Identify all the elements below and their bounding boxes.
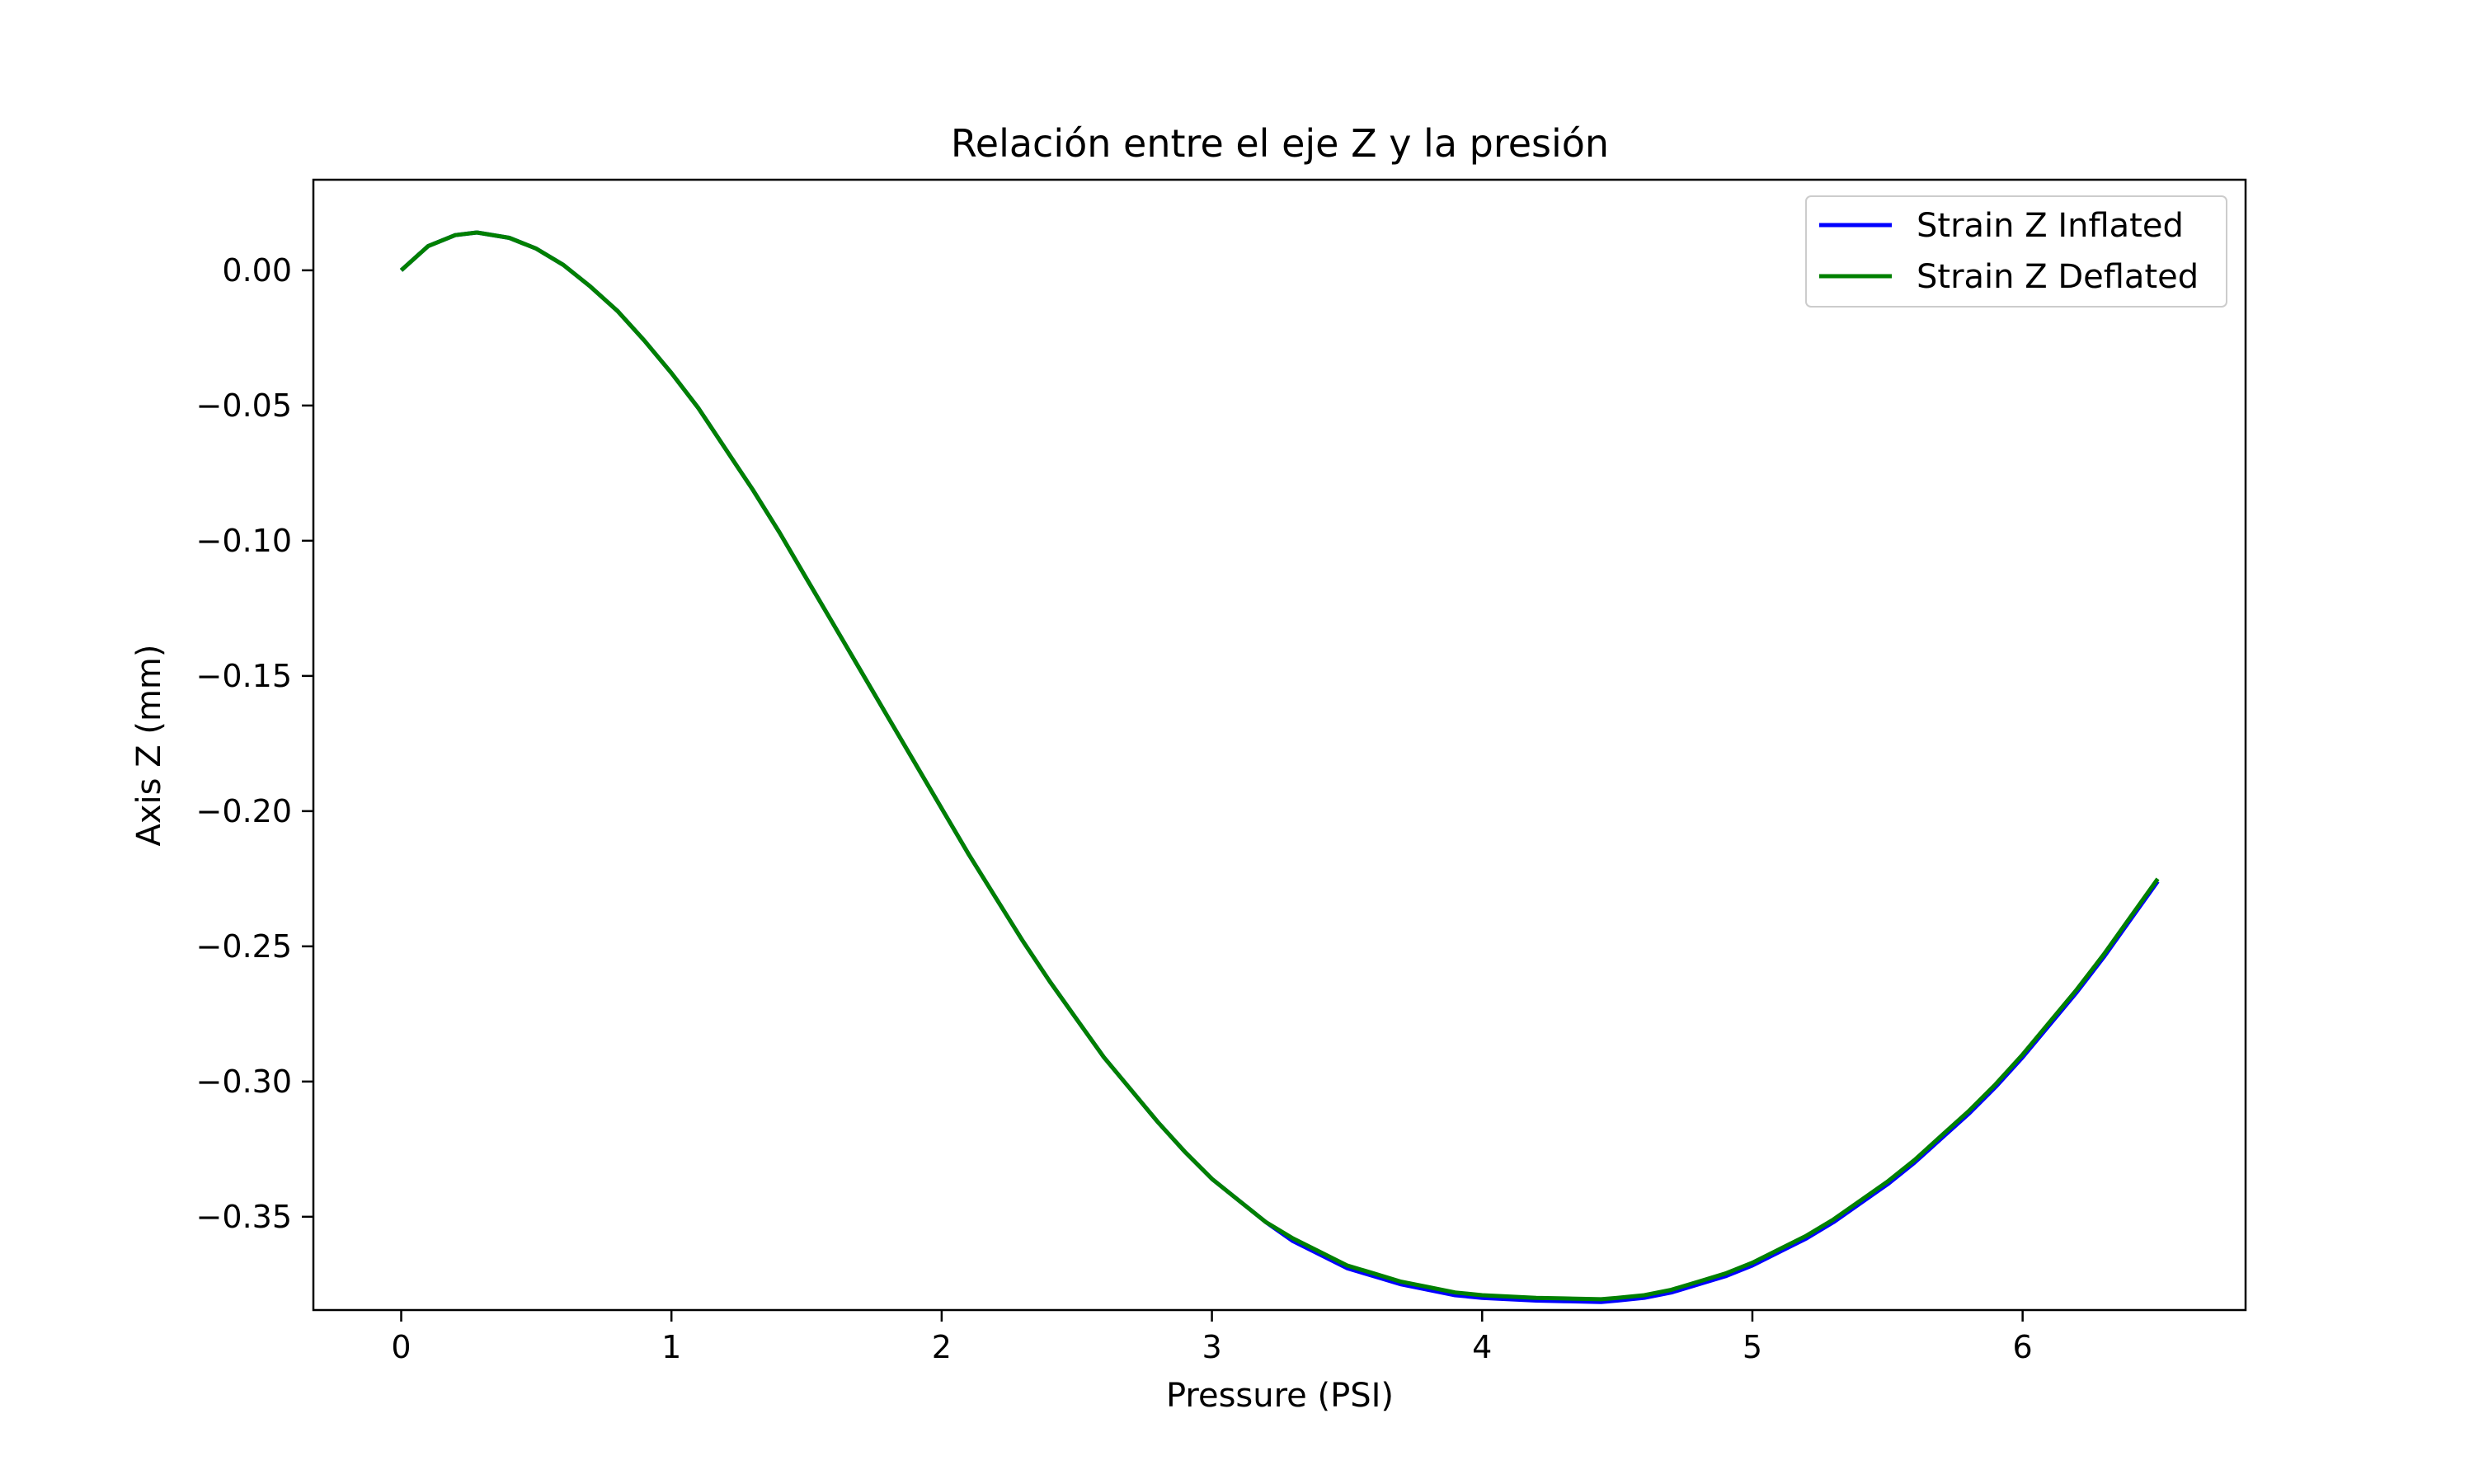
x-axis: 0 1 2 3 4 5 6	[391, 1310, 2033, 1365]
y-axis: 0.00 −0.05 −0.10 −0.15 −0.20 −0.25 −0.30 −0.35	[196, 252, 313, 1235]
plot-area	[399, 230, 2160, 1304]
y-tick-label: −0.25	[196, 928, 292, 965]
x-tick-label: 1	[661, 1329, 681, 1365]
legend-label-strain-z-deflated: Strain Z Deflated	[1917, 258, 2199, 296]
x-tick-label: 3	[1202, 1329, 1221, 1365]
legend-box	[1805, 195, 2227, 308]
y-tick-label: −0.15	[196, 658, 292, 694]
y-tick-label: −0.35	[196, 1199, 292, 1235]
x-tick-label: 2	[932, 1329, 952, 1365]
y-tick-label: −0.10	[196, 523, 292, 559]
series-line-strain-z-deflated	[399, 230, 2160, 1302]
legend: Strain Z Inflated Strain Z Deflated	[1805, 195, 2227, 308]
x-tick-label: 0	[391, 1329, 411, 1365]
x-tick-label: 5	[1743, 1329, 1762, 1365]
x-tick-label: 6	[2013, 1329, 2033, 1365]
y-tick-label: −0.20	[196, 793, 292, 829]
x-tick-label: 4	[1472, 1329, 1492, 1365]
y-tick-label: 0.00	[222, 252, 292, 289]
y-axis-label: Axis Z (mm)	[130, 645, 168, 847]
plot-frame	[312, 178, 2247, 1312]
chart-title: Relación entre el eje Z y la presión	[951, 121, 1609, 166]
y-tick-label: −0.30	[196, 1064, 292, 1100]
legend-label-strain-z-inflated: Strain Z Inflated	[1917, 207, 2184, 245]
x-axis-label: Pressure (PSI)	[1166, 1377, 1394, 1415]
y-tick-label: −0.05	[196, 387, 292, 424]
